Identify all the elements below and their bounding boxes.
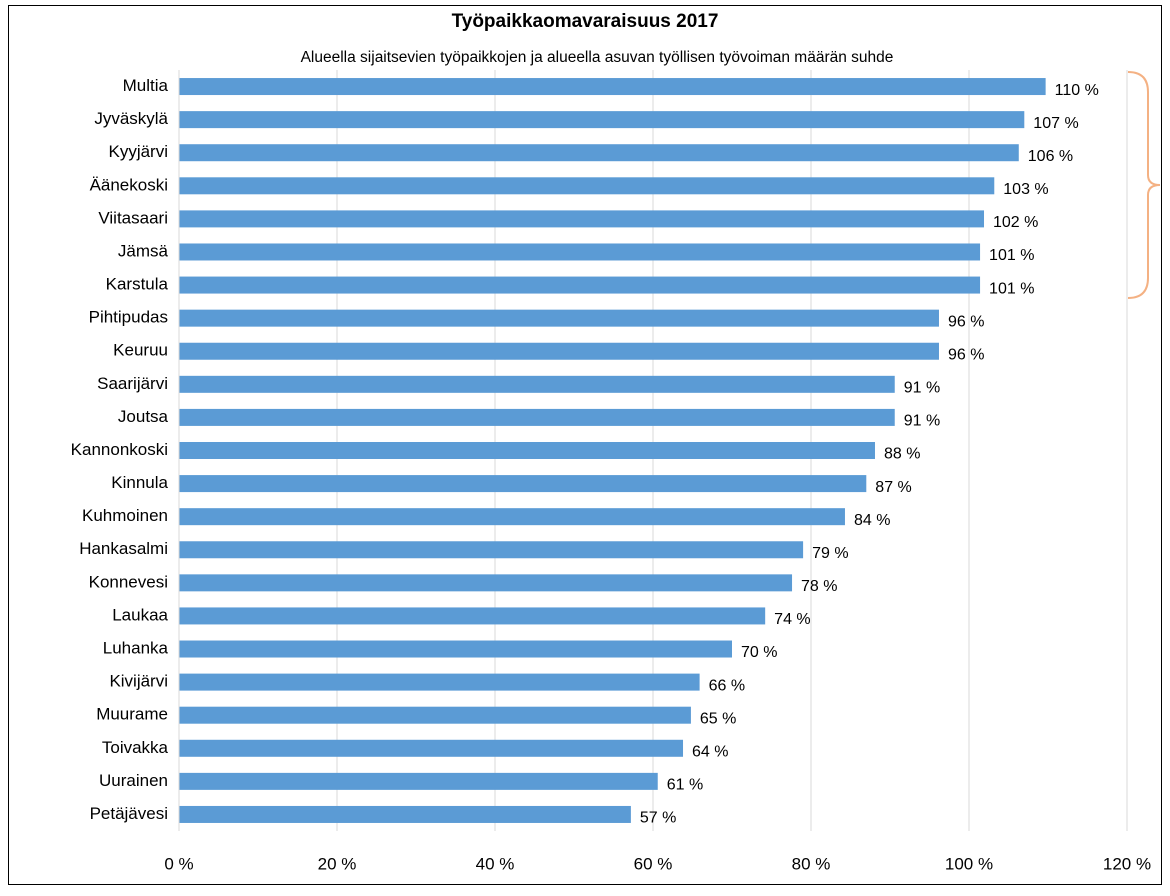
y-tick-label: Laukaa xyxy=(112,605,168,624)
x-tick-label: 0 % xyxy=(164,854,193,873)
bar xyxy=(179,541,804,559)
bar xyxy=(179,210,985,228)
x-tick-label: 120 % xyxy=(1103,854,1151,873)
data-label: 91 % xyxy=(904,380,940,397)
y-tick-label: Uurainen xyxy=(99,771,168,790)
bar xyxy=(179,508,845,526)
y-tick-label: Multia xyxy=(123,76,169,95)
bar xyxy=(179,243,981,261)
data-label: 70 % xyxy=(741,644,777,661)
y-tick-label: Keuruu xyxy=(113,341,168,360)
bar xyxy=(179,607,766,625)
data-label: 101 % xyxy=(989,247,1034,264)
bar xyxy=(179,375,895,393)
y-tick-label: Konnevesi xyxy=(89,572,168,591)
bar xyxy=(179,111,1025,129)
y-tick-label: Äänekoski xyxy=(90,175,168,194)
data-label: 74 % xyxy=(774,611,810,628)
data-label: 106 % xyxy=(1028,148,1073,165)
bar xyxy=(179,805,631,823)
data-label: 96 % xyxy=(948,346,984,363)
y-tick-label: Hankasalmi xyxy=(79,539,168,558)
x-tick-label: 100 % xyxy=(945,854,993,873)
data-label: 66 % xyxy=(709,677,745,694)
data-label: 91 % xyxy=(904,413,940,430)
data-label: 110 % xyxy=(1055,82,1099,99)
y-tick-label: Saarijärvi xyxy=(97,374,168,393)
chart-subtitle: Alueella sijaitsevien työpaikkojen ja al… xyxy=(301,49,894,66)
x-tick-label: 60 % xyxy=(634,854,673,873)
bar xyxy=(179,673,700,691)
bar xyxy=(179,442,875,459)
chart-title: Työpaikkaomavaraisuus 2017 xyxy=(452,11,719,32)
data-label: 96 % xyxy=(948,313,984,330)
data-label: 65 % xyxy=(700,710,736,727)
y-tick-label: Kivijärvi xyxy=(109,672,168,691)
y-tick-label: Muurame xyxy=(96,705,168,724)
x-tick-label: 80 % xyxy=(792,854,831,873)
y-tick-label: Toivakka xyxy=(102,738,169,757)
data-label: 84 % xyxy=(854,512,890,529)
bar xyxy=(179,706,691,724)
bar xyxy=(179,640,732,658)
x-tick-label: 40 % xyxy=(476,854,515,873)
data-label: 57 % xyxy=(640,810,676,827)
bar xyxy=(179,475,867,493)
bar xyxy=(179,574,793,592)
data-label: 103 % xyxy=(1003,181,1048,198)
y-tick-label: Luhanka xyxy=(103,639,169,658)
bar xyxy=(179,408,895,426)
y-tick-label: Pihtipudas xyxy=(89,308,168,327)
data-label: 87 % xyxy=(875,479,911,496)
bar xyxy=(179,739,684,757)
y-tick-label: Kuhmoinen xyxy=(82,506,168,525)
y-tick-label: Jämsä xyxy=(118,241,169,260)
y-tick-label: Joutsa xyxy=(118,407,169,426)
data-label: 107 % xyxy=(1033,115,1078,132)
bar xyxy=(179,342,939,360)
data-label: 64 % xyxy=(692,744,728,761)
data-label: 101 % xyxy=(989,280,1034,297)
bar xyxy=(179,177,995,195)
data-label: 61 % xyxy=(667,777,703,794)
y-tick-label: Petäjävesi xyxy=(90,804,168,823)
x-tick-label: 20 % xyxy=(318,854,357,873)
data-label: 102 % xyxy=(993,214,1038,231)
y-tick-label: Kinnula xyxy=(111,473,168,492)
data-label: 79 % xyxy=(812,545,848,562)
data-label: 88 % xyxy=(884,446,920,463)
bar xyxy=(179,772,658,790)
y-tick-label: Karstula xyxy=(106,275,169,294)
bracket xyxy=(1127,71,1161,299)
bar xyxy=(179,309,939,327)
y-tick-label: Kyyjärvi xyxy=(108,142,168,161)
y-tick-label: Viitasaari xyxy=(98,208,168,227)
y-tick-label: Kannonkoski xyxy=(71,440,168,459)
bar xyxy=(179,78,1046,96)
bar xyxy=(179,144,1019,162)
data-label: 78 % xyxy=(801,578,837,595)
y-tick-label: Jyväskylä xyxy=(94,109,168,128)
bar xyxy=(179,276,981,294)
